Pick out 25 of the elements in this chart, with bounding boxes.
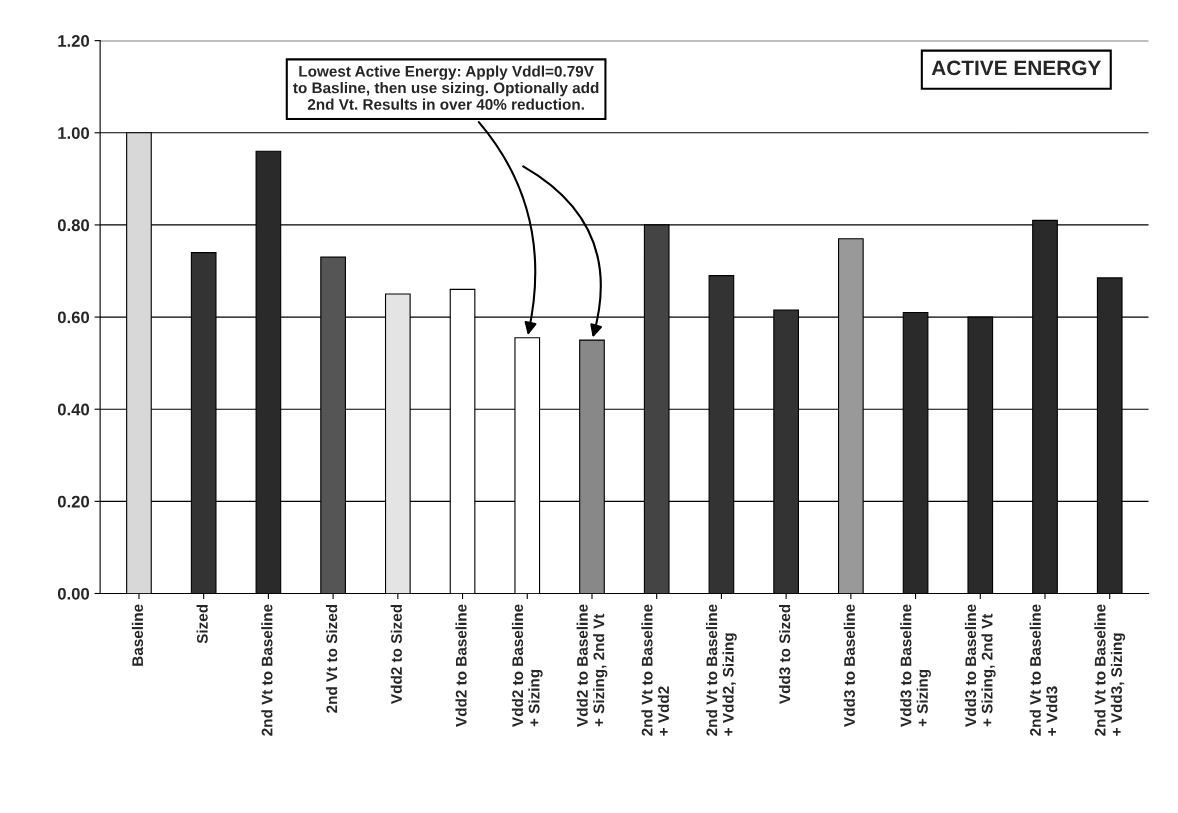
x-tick-label: 2nd Vt to Sized [325,604,338,713]
x-tick-label: 2nd Vt to Baseline + Vdd3 [1029,604,1058,736]
x-tick-label: Vdd3 to Baseline + Sizing, 2nd Vt [964,604,996,727]
y-tick-label: 1.20 [58,35,90,47]
x-tick-label: 2nd Vt to Baseline + Vdd2 [641,604,670,736]
y-tick-label: 0.00 [57,587,90,600]
x-tick-label: Vdd2 to Baseline + Sizing, 2nd Vt [576,604,608,727]
x-tick-label: Vdd3 to Baseline + Sizing [900,604,931,727]
y-tick-label: 0.40 [57,403,90,416]
x-tick-label: Vdd3 to Sized [779,604,791,704]
y-tick-label: 0.60 [57,311,90,324]
x-tick-label: 2nd Vt to Baseline + Vdd2, Sizing [706,604,737,736]
annotation: Lowest Active Energy: Apply Vddl=0.79V to Basline, then use sizing. Optionally add 2nd Vt. Results in over 40% reduction. [293,65,599,110]
x-tick-label: Sized [196,604,208,644]
x-tick-label: Baseline [131,604,144,666]
x-tick-label: Vdd2 to Baseline [455,604,467,727]
text: ACTIVE ENERGY [931,60,1102,76]
x-tick-label: Vdd2 to Baseline + Sizing [511,604,543,727]
x-tick-label: Vdd3 to Baseline [843,604,855,727]
x-tick-label: Vdd2 to Sized [390,604,402,704]
y-tick-label: 0.20 [57,495,90,508]
y-tick-label: 1.00 [58,127,90,139]
y-tick-label: 0.80 [57,219,90,232]
x-tick-label: 2nd Vt to Baseline + Vdd3, Sizing [1094,604,1126,736]
x-tick-label: 2nd Vt to Baseline [261,604,273,736]
